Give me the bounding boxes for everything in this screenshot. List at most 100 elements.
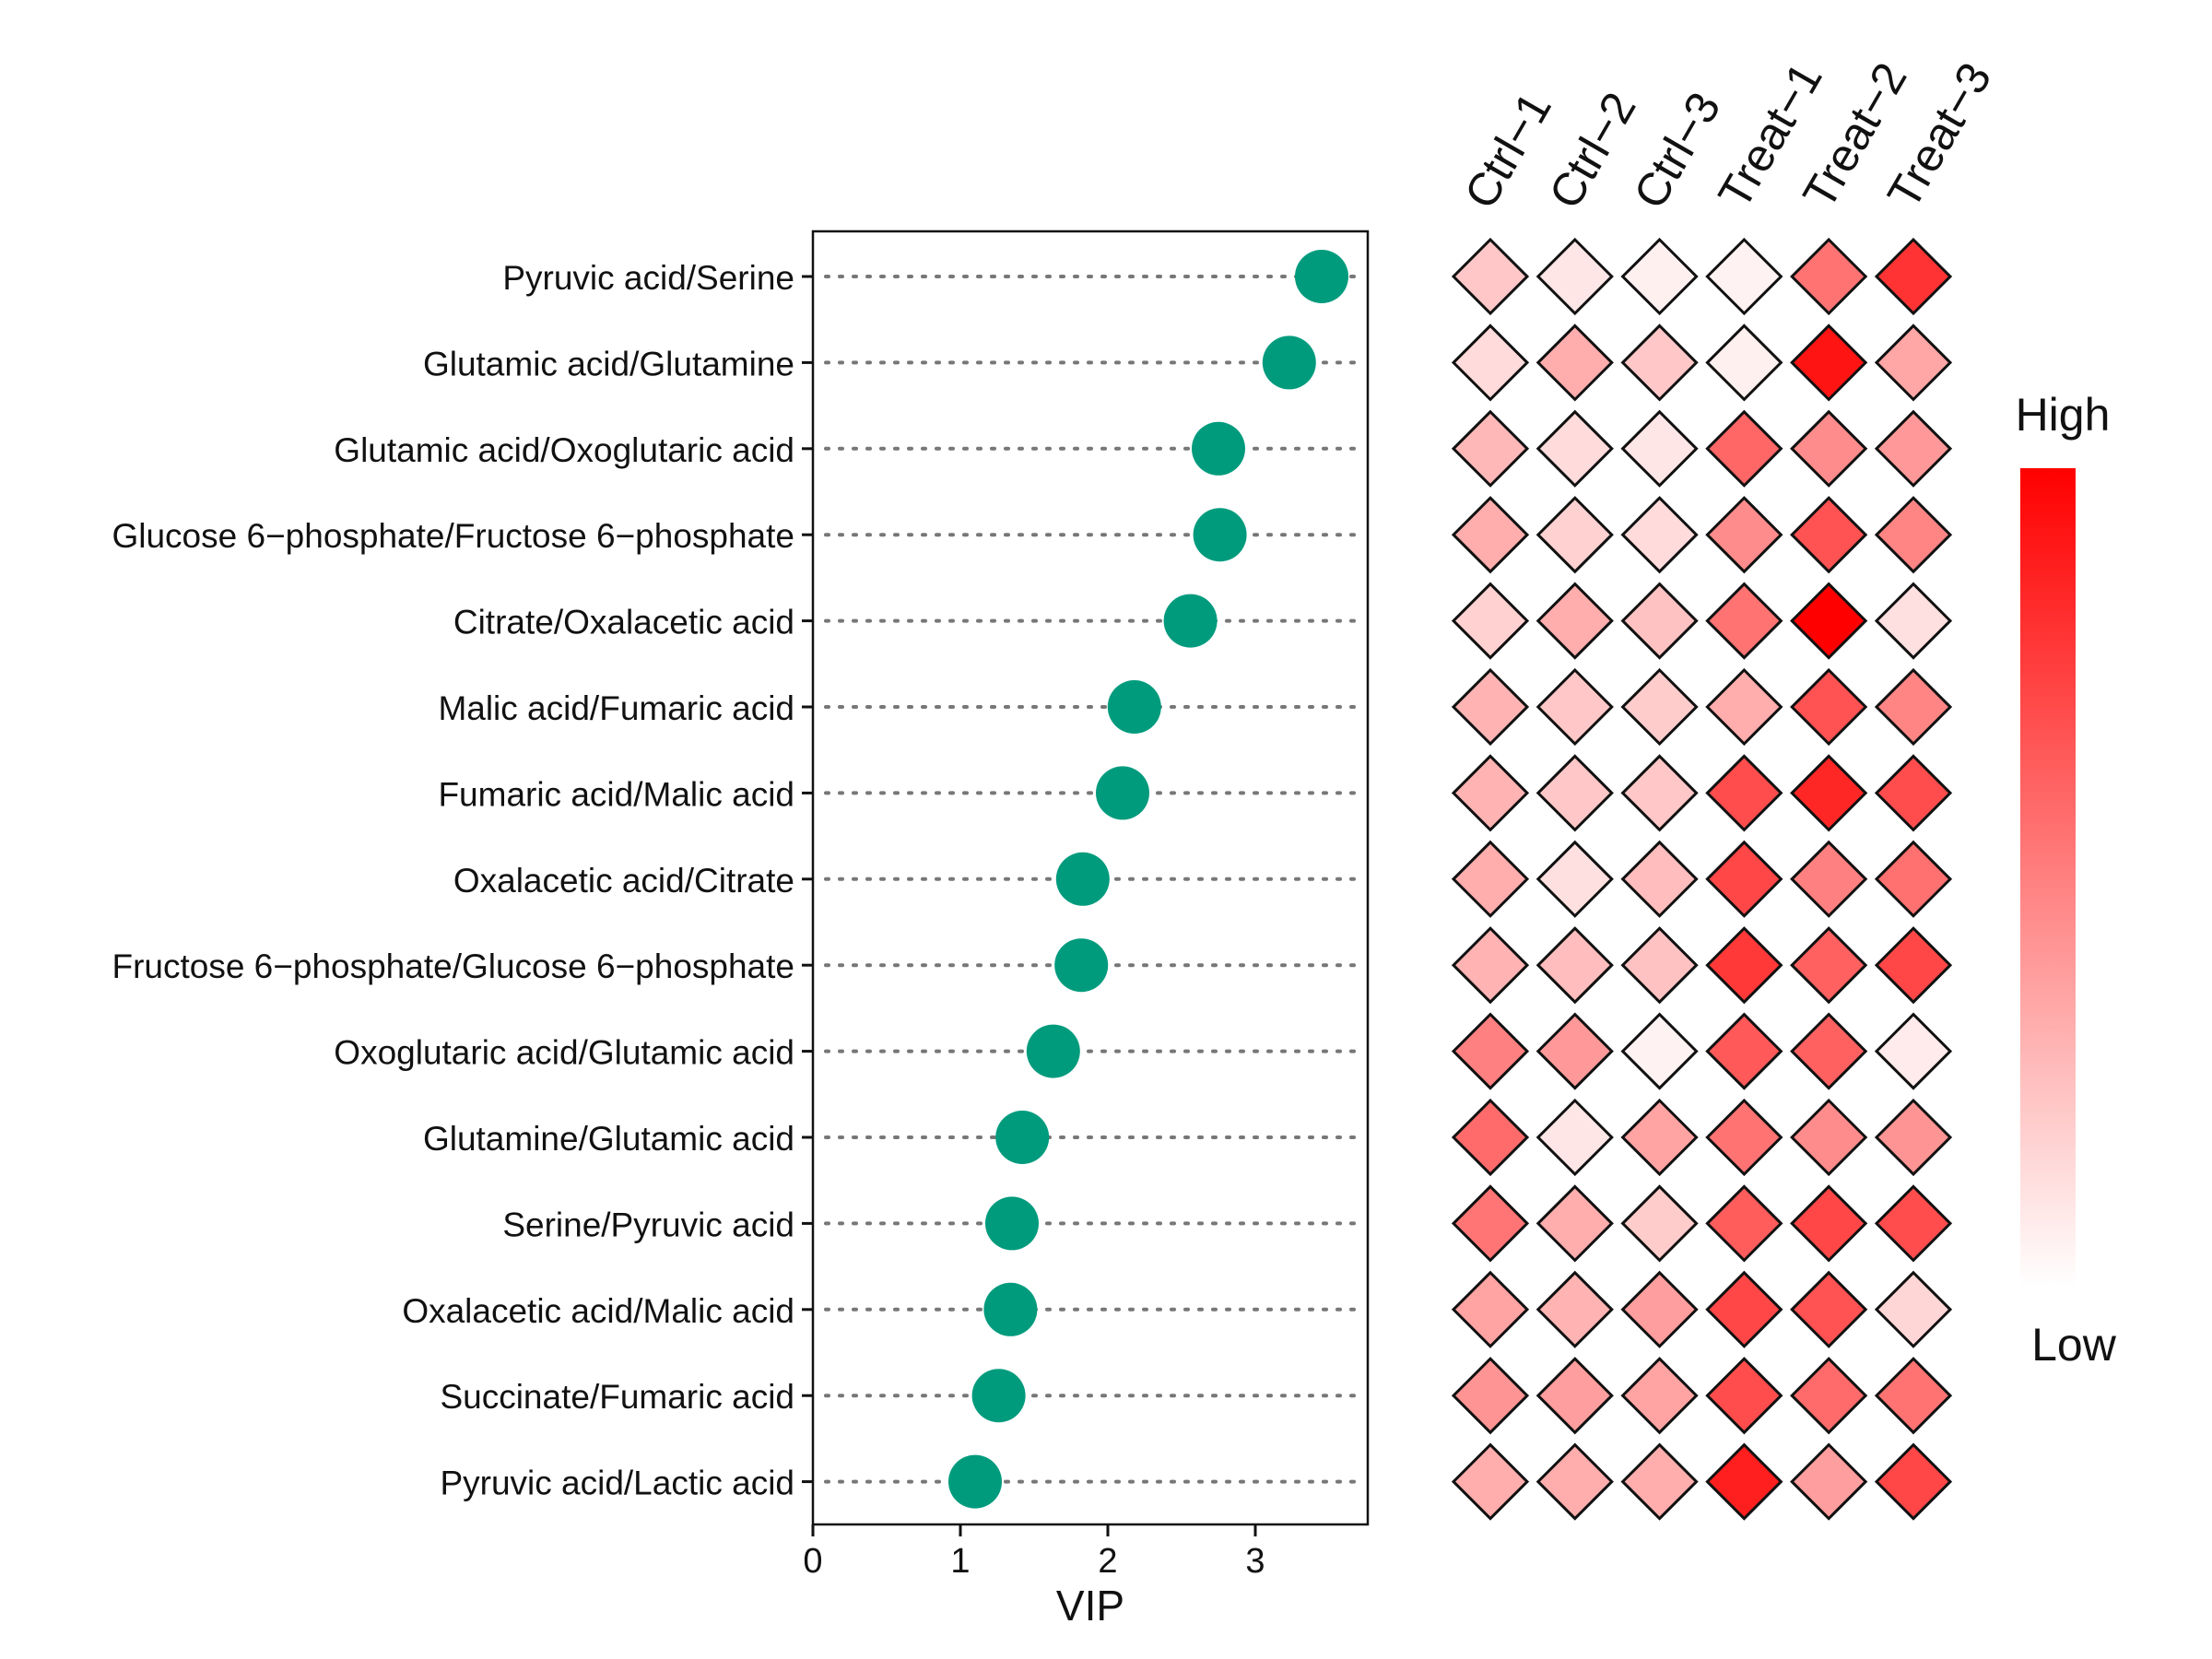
y-tick-label: Glutamic acid/Oxoglutaric acid xyxy=(334,431,794,469)
heatmap-cell xyxy=(1451,582,1530,660)
heatmap-cell xyxy=(1451,667,1530,747)
vip-point xyxy=(1193,508,1247,562)
heatmap-cell xyxy=(1620,1357,1699,1435)
heatmap-cell xyxy=(1705,496,1783,574)
y-axis-labels: Pyruvic acid/Serine Glutamic acid/Glutami… xyxy=(112,259,794,1502)
heatmap-cell xyxy=(1874,754,1953,832)
heatmap-cell xyxy=(1705,926,1783,1005)
vip-point xyxy=(983,1282,1038,1336)
heatmap-cell xyxy=(1874,926,1953,1005)
heatmap-cell xyxy=(1535,1357,1614,1435)
heatmap-cell xyxy=(1790,754,1868,832)
y-tick-label: Oxalacetic acid/Malic acid xyxy=(402,1292,794,1330)
heatmap-cell xyxy=(1535,1270,1614,1348)
heatmap-cell xyxy=(1874,237,1953,316)
heatmap-cell xyxy=(1705,324,1783,402)
heatmap-cell xyxy=(1705,840,1783,918)
heatmap-cell xyxy=(1451,754,1530,832)
heatmap-cell xyxy=(1705,1442,1783,1521)
heatmap-cell xyxy=(1535,926,1614,1005)
vip-point xyxy=(1192,421,1245,476)
heatmap-cell xyxy=(1790,840,1868,918)
heatmap-cell xyxy=(1874,1012,1953,1090)
heatmap-cell xyxy=(1790,237,1868,316)
vip-point xyxy=(1026,1024,1080,1078)
heatmap-cell xyxy=(1535,1442,1614,1521)
heatmap-cell xyxy=(1874,324,1953,402)
scale-min-label: Low xyxy=(2031,1319,2117,1371)
heatmap-cell xyxy=(1535,324,1614,402)
vip-point xyxy=(1107,680,1161,734)
color-scale-legend: High Low xyxy=(2016,389,2117,1371)
x-axis: 0 1 2 3 xyxy=(803,1524,1265,1581)
y-tick-label: Serine/Pyruvic acid xyxy=(502,1206,794,1243)
vip-point xyxy=(1295,250,1348,303)
heatmap-cell xyxy=(1535,1012,1614,1090)
vip-point xyxy=(985,1196,1039,1251)
heatmap-cell xyxy=(1620,1442,1699,1521)
y-tick-label: Citrate/Oxalacetic acid xyxy=(453,604,794,641)
heatmap-cell xyxy=(1535,1184,1614,1263)
vip-point xyxy=(948,1454,1002,1509)
y-tick-label: Glutamic acid/Glutamine xyxy=(423,345,794,382)
heatmap-cells xyxy=(1451,237,1953,1521)
heatmap-cell xyxy=(1535,667,1614,747)
vip-point xyxy=(1055,852,1110,906)
heatmap-cell xyxy=(1790,496,1868,574)
heatmap-cell xyxy=(1874,1270,1953,1348)
heatmap-cell xyxy=(1451,237,1530,316)
heatmap-cell xyxy=(1790,324,1868,402)
heatmap-cell xyxy=(1451,1270,1530,1348)
heatmap-cell xyxy=(1535,754,1614,832)
vip-point xyxy=(1054,938,1109,993)
heatmap-cell xyxy=(1705,1184,1783,1263)
heatmap-cell xyxy=(1620,237,1699,316)
heatmap-cell xyxy=(1705,237,1783,316)
heatmap-cell xyxy=(1620,926,1699,1005)
heatmap-cell xyxy=(1790,1270,1868,1348)
heatmap-cell xyxy=(1620,1012,1699,1090)
heatmap-cell xyxy=(1451,1357,1530,1435)
y-tick-label: Fructose 6−phosphate/Glucose 6−phosphate xyxy=(112,947,794,985)
y-tick-label: Succinate/Fumaric acid xyxy=(440,1378,794,1416)
heatmap-cell xyxy=(1620,582,1699,660)
heatmap-cell xyxy=(1451,409,1530,488)
heatmap-cell xyxy=(1790,1012,1868,1090)
heatmap-cell xyxy=(1451,1012,1530,1090)
heatmap-cell xyxy=(1790,926,1868,1005)
heatmap-cell xyxy=(1874,1184,1953,1263)
x-tick-label: 0 xyxy=(803,1542,822,1581)
color-scale-bar xyxy=(2020,468,2076,1287)
y-tick-label: Oxalacetic acid/Citrate xyxy=(453,862,794,900)
heatmap-cell xyxy=(1790,1442,1868,1521)
heatmap-cell xyxy=(1705,582,1783,660)
heatmap-cell xyxy=(1874,1357,1953,1435)
heatmap-cell xyxy=(1451,1442,1530,1521)
heatmap-cell xyxy=(1535,409,1614,488)
heatmap-cell xyxy=(1874,409,1953,488)
y-tick-label: Malic acid/Fumaric acid xyxy=(438,689,794,727)
vip-point xyxy=(971,1369,1026,1423)
heatmap-cell xyxy=(1620,496,1699,574)
heatmap-cell xyxy=(1620,324,1699,402)
scale-max-label: High xyxy=(2016,389,2111,441)
heatmap-cell xyxy=(1620,1098,1699,1177)
y-tick-label: Oxoglutaric acid/Glutamic acid xyxy=(334,1034,794,1072)
heatmap-cell xyxy=(1620,667,1699,747)
heatmap-cell xyxy=(1451,840,1530,918)
heatmap-cell xyxy=(1790,667,1868,747)
heatmap-cell xyxy=(1620,840,1699,918)
heatmap-cell xyxy=(1535,1098,1614,1177)
heatmap-cell xyxy=(1705,1098,1783,1177)
heatmap-cell xyxy=(1790,1357,1868,1435)
y-tick-label: Glucose 6−phosphate/Fructose 6−phosphate xyxy=(112,517,794,555)
heatmap-cell xyxy=(1451,1098,1530,1177)
vip-point xyxy=(1096,766,1149,820)
y-tick-label: Pyruvic acid/Lactic acid xyxy=(440,1465,794,1502)
vip-point xyxy=(1262,335,1316,390)
heatmap-cell xyxy=(1790,409,1868,488)
x-axis-title: VIP xyxy=(1056,1582,1124,1630)
x-tick-label: 3 xyxy=(1245,1542,1265,1581)
